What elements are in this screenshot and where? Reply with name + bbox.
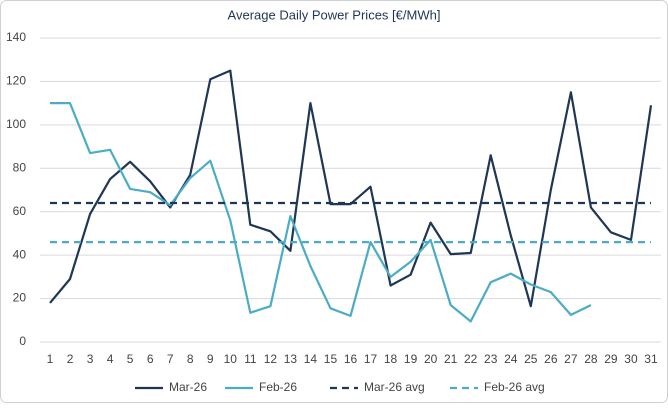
x-tick-label: 20 bbox=[424, 352, 438, 366]
legend-label: Feb-26 avg bbox=[484, 380, 545, 394]
legend-label: Mar-26 bbox=[169, 380, 207, 394]
x-tick-label: 17 bbox=[364, 352, 378, 366]
y-tick-label: 140 bbox=[6, 30, 26, 44]
x-tick-label: 10 bbox=[224, 352, 238, 366]
x-tick-label: 29 bbox=[604, 352, 618, 366]
x-tick-label: 2 bbox=[67, 352, 74, 366]
y-tick-label: 100 bbox=[6, 117, 26, 131]
x-tick-label: 18 bbox=[384, 352, 398, 366]
x-tick-label: 31 bbox=[644, 352, 658, 366]
x-tick-label: 28 bbox=[584, 352, 598, 366]
x-tick-label: 23 bbox=[484, 352, 498, 366]
x-tick-label: 25 bbox=[524, 352, 538, 366]
x-tick-label: 22 bbox=[464, 352, 478, 366]
legend-label: Mar-26 avg bbox=[364, 380, 425, 394]
y-tick-label: 80 bbox=[13, 160, 27, 174]
x-tick-label: 16 bbox=[344, 352, 358, 366]
x-tick-label: 1 bbox=[47, 352, 54, 366]
x-tick-label: 27 bbox=[564, 352, 578, 366]
y-tick-label: 0 bbox=[19, 334, 26, 348]
series-line bbox=[50, 102, 592, 323]
chart-title: Average Daily Power Prices [€/MWh] bbox=[228, 7, 441, 22]
x-tick-label: 8 bbox=[187, 352, 194, 366]
y-tick-label: 120 bbox=[6, 74, 26, 88]
x-tick-label: 13 bbox=[284, 352, 298, 366]
series-line bbox=[49, 69, 653, 308]
x-tick-label: 9 bbox=[207, 352, 214, 366]
x-tick-label: 21 bbox=[444, 352, 458, 366]
x-tick-label: 11 bbox=[244, 352, 257, 366]
legend-label: Feb-26 bbox=[259, 380, 297, 394]
x-tick-label: 12 bbox=[264, 352, 278, 366]
x-tick-label: 19 bbox=[404, 352, 418, 366]
y-tick-label: 40 bbox=[13, 247, 27, 261]
x-tick-label: 4 bbox=[107, 352, 114, 366]
x-tick-label: 7 bbox=[167, 352, 174, 366]
x-tick-label: 15 bbox=[324, 352, 338, 366]
x-tick-label: 24 bbox=[504, 352, 518, 366]
x-tick-label: 3 bbox=[87, 352, 94, 366]
y-tick-label: 20 bbox=[13, 291, 27, 305]
x-tick-label: 30 bbox=[624, 352, 638, 366]
x-tick-label: 5 bbox=[127, 352, 134, 366]
x-tick-label: 26 bbox=[544, 352, 558, 366]
x-tick-label: 6 bbox=[147, 352, 154, 366]
x-tick-label: 14 bbox=[304, 352, 318, 366]
y-tick-label: 60 bbox=[13, 204, 27, 218]
